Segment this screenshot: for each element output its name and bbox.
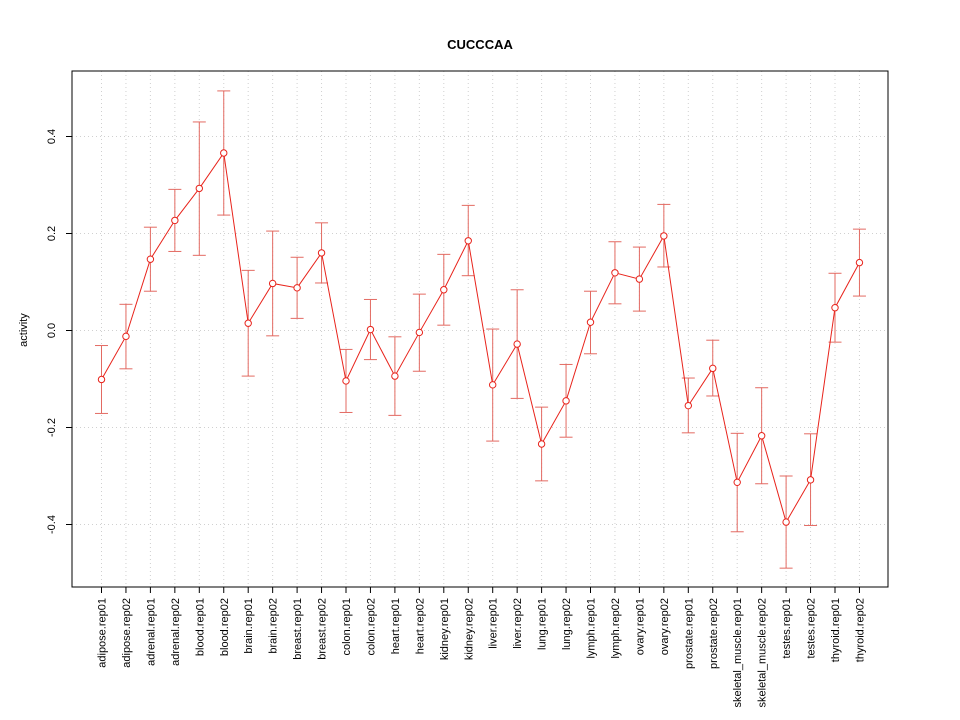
data-point: [122, 332, 130, 341]
data-point: [244, 319, 252, 327]
data-point: [440, 286, 448, 294]
data-point: [733, 478, 741, 487]
x-tick-label: kidney.rep02: [463, 598, 475, 660]
data-point: [464, 237, 472, 245]
data-point: [146, 255, 155, 263]
x-tick-label: heart.rep01: [390, 598, 402, 654]
data-point: [366, 325, 375, 334]
x-tick-label: ovary.rep02: [659, 598, 671, 655]
data-point: [97, 375, 106, 384]
data-point: [293, 284, 301, 292]
data-points: [97, 149, 864, 526]
x-tick-label: testes.rep02: [806, 598, 818, 659]
data-point: [489, 381, 497, 389]
x-tick-label: lymph.rep01: [586, 598, 598, 659]
series-line: [101, 151, 860, 524]
data-point: [660, 232, 668, 240]
data-point: [855, 258, 864, 267]
x-tick-label: colon.rep02: [365, 598, 377, 656]
y-tick-label: 0.2: [46, 226, 58, 241]
x-tick-label: liver.rep02: [512, 598, 524, 649]
y-tick-label: -0.4: [46, 515, 58, 534]
x-tick-label: breast.rep02: [317, 598, 329, 660]
data-point: [782, 518, 790, 526]
data-point: [317, 249, 326, 257]
x-tick-label: prostate.rep01: [683, 598, 695, 669]
data-point: [684, 401, 692, 410]
x-tick-label: blood.rep01: [194, 598, 206, 656]
data-point: [537, 440, 546, 448]
data-point: [611, 269, 619, 277]
series-polyline: [101, 151, 860, 524]
data-point: [562, 397, 570, 405]
x-tick-label: liver.rep01: [488, 598, 500, 649]
y-axis-label: activity: [18, 313, 30, 347]
y-tick-label: 0.0: [46, 323, 58, 338]
x-tick-label: adrenal.rep02: [170, 598, 182, 666]
data-point: [171, 216, 179, 225]
y-tick-label: -0.2: [46, 418, 58, 437]
x-tick-label: thyroid.rep02: [854, 598, 866, 662]
x-tick-label: testes.rep01: [781, 598, 793, 659]
x-tick-label: colon.rep01: [341, 598, 353, 656]
x-tick-label: adipose.rep01: [97, 598, 109, 668]
x-tick-label: lung.rep02: [561, 598, 573, 650]
data-point: [391, 372, 399, 380]
error-bars: [95, 90, 866, 569]
data-point: [195, 184, 204, 193]
x-tick-label: prostate.rep02: [708, 598, 720, 669]
x-tick-label: blood.rep02: [219, 598, 231, 656]
data-point: [586, 318, 595, 326]
data-point: [268, 279, 277, 288]
x-tick-label: adrenal.rep01: [145, 598, 157, 666]
data-point: [757, 432, 766, 440]
data-point: [513, 340, 521, 348]
chart-title: CUCCCAA: [447, 37, 513, 52]
x-tick-label: breast.rep01: [292, 598, 304, 660]
y-tick-label: 0.4: [46, 129, 58, 144]
x-tick-label: ovary.rep01: [634, 598, 646, 655]
plot-frame: [71, 70, 889, 588]
y-axis: -0.4 -0.2 0.0 0.2 0.4: [46, 129, 72, 534]
data-point: [635, 275, 644, 283]
data-point: [831, 304, 839, 312]
x-tick-label: adipose.rep02: [121, 598, 133, 668]
x-tick-label: brain.rep02: [268, 598, 280, 654]
x-tick-label: skeletal_muscle.rep02: [757, 598, 769, 707]
grid: [72, 71, 888, 587]
data-point: [342, 377, 350, 385]
x-tick-label: lymph.rep02: [610, 598, 622, 659]
data-point: [806, 476, 815, 484]
x-tick-label: brain.rep01: [243, 598, 255, 654]
x-tick-label: lung.rep01: [537, 598, 549, 650]
x-tick-label: skeletal_muscle.rep01: [732, 598, 744, 707]
x-tick-label: kidney.rep01: [439, 598, 451, 660]
data-point: [220, 149, 228, 157]
x-axis: adipose.rep01 adipose.rep02 adrenal.rep01 a…: [97, 587, 866, 707]
x-tick-label: thyroid.rep01: [830, 598, 842, 662]
x-tick-label: heart.rep02: [414, 598, 426, 654]
data-point: [415, 328, 424, 337]
data-point: [709, 364, 717, 373]
